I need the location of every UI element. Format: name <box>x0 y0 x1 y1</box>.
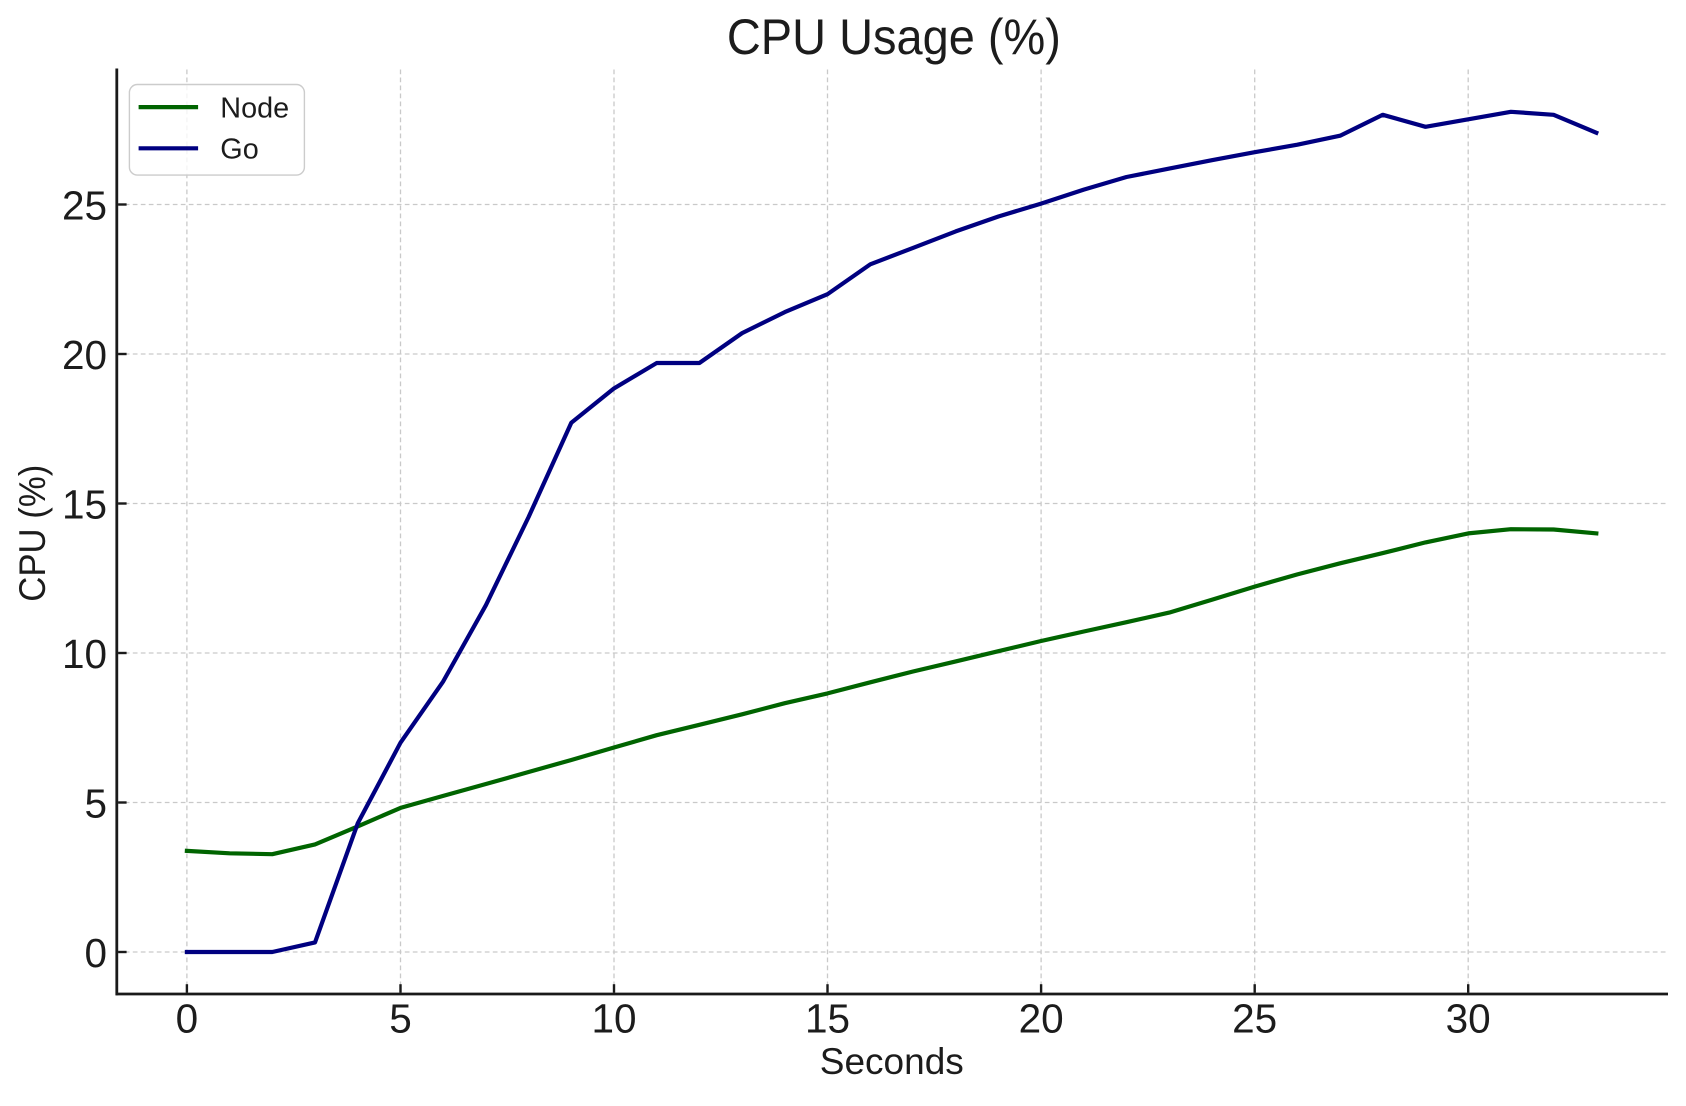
svg-text:CPU (%): CPU (%) <box>12 465 53 602</box>
svg-text:15: 15 <box>62 482 107 528</box>
svg-text:20: 20 <box>1019 996 1064 1042</box>
svg-text:20: 20 <box>62 332 107 378</box>
svg-text:10: 10 <box>591 996 636 1042</box>
svg-text:15: 15 <box>805 996 850 1042</box>
svg-text:25: 25 <box>1232 996 1277 1042</box>
svg-text:Seconds: Seconds <box>820 1041 964 1082</box>
svg-text:5: 5 <box>389 996 412 1042</box>
svg-text:Node: Node <box>220 92 289 124</box>
svg-text:0: 0 <box>84 930 107 976</box>
svg-text:10: 10 <box>62 631 107 677</box>
svg-text:Go: Go <box>220 134 258 166</box>
svg-text:25: 25 <box>62 183 107 229</box>
svg-text:0: 0 <box>176 996 199 1042</box>
svg-text:5: 5 <box>84 781 107 827</box>
svg-text:30: 30 <box>1446 996 1491 1042</box>
svg-text:CPU Usage (%): CPU Usage (%) <box>727 9 1061 65</box>
